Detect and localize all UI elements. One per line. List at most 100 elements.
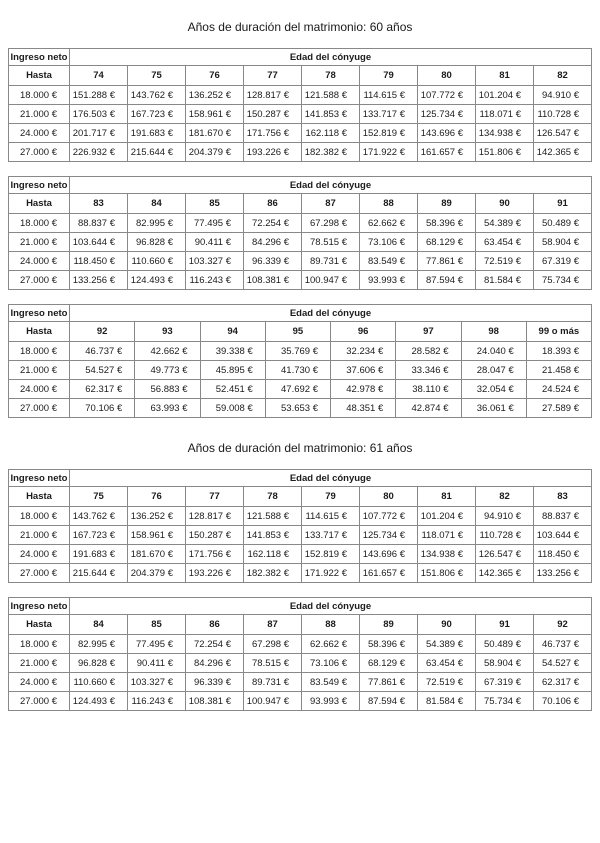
age-column-header: 75 (69, 486, 128, 507)
amount-cell: 32.054 € (460, 379, 527, 399)
amount-cell: 88.837 € (69, 213, 128, 233)
amount-cell: 167.723 € (69, 525, 128, 545)
age-column-header: 92 (533, 614, 592, 635)
amount-cell: 158.961 € (185, 104, 244, 124)
age-column-header: 90 (417, 614, 476, 635)
amount-cell: 89.731 € (243, 672, 302, 692)
amount-cell: 133.256 € (69, 270, 128, 290)
amount-cell: 143.762 € (127, 85, 186, 105)
amount-cell: 110.660 € (127, 251, 186, 271)
net-income-header: Ingreso neto (8, 176, 70, 194)
amount-cell: 67.319 € (475, 672, 534, 692)
age-column-header: 86 (243, 193, 302, 214)
amount-cell: 136.252 € (185, 85, 244, 105)
income-bracket-cell: 24.000 € (8, 544, 70, 564)
table-row: 18.000 €82.995 €77.495 €72.254 €67.298 €… (8, 634, 592, 654)
amount-cell: 124.493 € (69, 691, 128, 711)
spouse-age-header: Edad del cónyuge (69, 304, 592, 322)
amount-cell: 126.547 € (533, 123, 592, 143)
amount-cell: 93.993 € (359, 270, 418, 290)
income-bracket-cell: 27.000 € (8, 142, 70, 162)
age-column-header: 99 o más (525, 321, 593, 342)
amount-cell: 28.582 € (395, 341, 462, 361)
amount-cell: 87.594 € (417, 270, 476, 290)
amount-cell: 171.922 € (301, 563, 360, 583)
amount-cell: 67.298 € (243, 634, 302, 654)
amount-cell: 33.346 € (395, 360, 462, 380)
age-column-header: 92 (68, 321, 136, 342)
amount-cell: 54.527 € (68, 360, 136, 380)
income-bracket-cell: 18.000 € (8, 341, 70, 361)
amount-cell: 70.106 € (68, 398, 136, 418)
amount-cell: 70.106 € (533, 691, 592, 711)
amount-cell: 118.450 € (533, 544, 592, 564)
amount-cell: 78.515 € (243, 653, 302, 673)
amount-cell: 103.327 € (127, 672, 186, 692)
amount-cell: 136.252 € (127, 506, 186, 526)
age-column-header: 85 (127, 614, 186, 635)
income-bracket-cell: 18.000 € (8, 506, 70, 526)
amount-cell: 21.458 € (525, 360, 593, 380)
amount-cell: 46.737 € (68, 341, 136, 361)
amount-cell: 201.717 € (69, 123, 128, 143)
table-row: 21.000 €176.503 €167.723 €158.961 €150.2… (8, 104, 592, 124)
age-column-header: 79 (301, 486, 360, 507)
amount-cell: 204.379 € (127, 563, 186, 583)
amount-cell: 45.895 € (199, 360, 266, 380)
amount-cell: 151.806 € (475, 142, 534, 162)
alimony-table-ages-75-83: Ingreso neto Edad del cónyuge Hasta 75 76 77 7… (8, 469, 592, 583)
amount-cell: 62.662 € (301, 634, 360, 654)
amount-cell: 101.204 € (417, 506, 476, 526)
amount-cell: 142.365 € (533, 142, 592, 162)
amount-cell: 103.327 € (185, 251, 244, 271)
age-column-header: 74 (69, 65, 128, 86)
net-income-header: Ingreso neto (8, 469, 70, 487)
amount-cell: 36.061 € (460, 398, 527, 418)
spouse-age-header: Edad del cónyuge (69, 48, 592, 66)
table-row: 21.000 €167.723 €158.961 €150.287 €141.8… (8, 525, 592, 545)
amount-cell: 162.118 € (243, 544, 302, 564)
amount-cell: 100.947 € (243, 691, 302, 711)
age-column-header: 75 (127, 65, 186, 86)
age-column-header: 78 (301, 65, 360, 86)
age-column-header: 76 (127, 486, 186, 507)
amount-cell: 103.644 € (69, 232, 128, 252)
amount-cell: 72.519 € (417, 672, 476, 692)
amount-cell: 161.657 € (359, 563, 418, 583)
amount-cell: 116.243 € (127, 691, 186, 711)
amount-cell: 78.515 € (301, 232, 360, 252)
age-column-header: 82 (533, 65, 592, 86)
amount-cell: 171.756 € (185, 544, 244, 564)
table-row: 24.000 €191.683 €181.670 €171.756 €162.1… (8, 544, 592, 564)
amount-cell: 18.393 € (525, 341, 593, 361)
amount-cell: 32.234 € (329, 341, 397, 361)
amount-cell: 96.828 € (69, 653, 128, 673)
amount-cell: 108.381 € (185, 691, 244, 711)
amount-cell: 116.243 € (185, 270, 244, 290)
table-row: 21.000 €96.828 €90.411 €84.296 €78.515 €… (8, 653, 592, 673)
amount-cell: 28.047 € (460, 360, 527, 380)
amount-cell: 53.653 € (264, 398, 332, 418)
amount-cell: 181.670 € (185, 123, 244, 143)
amount-cell: 72.254 € (185, 634, 244, 654)
amount-cell: 62.662 € (359, 213, 418, 233)
up-to-header: Hasta (8, 193, 70, 214)
amount-cell: 150.287 € (185, 525, 244, 545)
table-row: 27.000 €215.644 €204.379 €193.226 €182.3… (8, 563, 592, 583)
amount-cell: 193.226 € (243, 142, 302, 162)
table-row: 27.000 €226.932 €215.644 €204.379 €193.2… (8, 142, 592, 162)
amount-cell: 81.584 € (417, 691, 476, 711)
amount-cell: 35.769 € (264, 341, 332, 361)
income-bracket-cell: 24.000 € (8, 379, 70, 399)
amount-cell: 191.683 € (69, 544, 128, 564)
table-row: 24.000 €118.450 €110.660 €103.327 €96.33… (8, 251, 592, 271)
amount-cell: 41.730 € (264, 360, 332, 380)
amount-cell: 151.288 € (69, 85, 128, 105)
age-column-header: 97 (395, 321, 462, 342)
net-income-header: Ingreso neto (8, 304, 70, 322)
amount-cell: 90.411 € (127, 653, 186, 673)
age-column-header: 86 (185, 614, 244, 635)
up-to-header: Hasta (8, 65, 70, 86)
section-duration-61-years: Años de duración del matrimonio: 61 años… (8, 441, 592, 711)
